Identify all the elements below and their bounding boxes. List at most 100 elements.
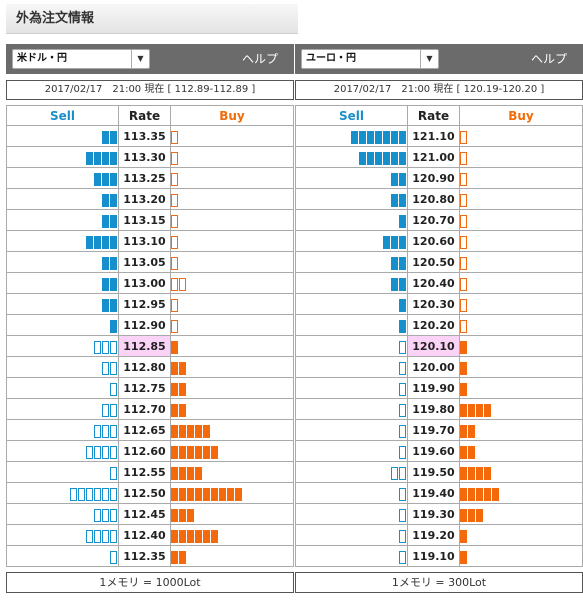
table-row: 112.45	[6, 503, 294, 525]
buy-volume-cell	[459, 398, 583, 420]
buy-volume-block	[460, 340, 467, 354]
rate-cell: 113.00	[118, 272, 171, 294]
buy-volume-block	[203, 445, 210, 459]
currency-pair-select[interactable]: ユーロ・円 ▼	[301, 49, 439, 69]
buy-volume-cell	[170, 146, 294, 168]
currency-pair-select[interactable]: 米ドル・円 ▼	[12, 49, 150, 69]
sell-volume-cell	[295, 230, 408, 252]
sell-volume-cell	[6, 440, 119, 462]
table-row: 112.35	[6, 545, 294, 567]
buy-volume-cell	[170, 356, 294, 378]
help-link[interactable]: ヘルプ	[530, 52, 567, 66]
buy-volume-block	[468, 508, 475, 522]
sell-volume-block	[94, 340, 101, 354]
buy-volume-cell	[170, 461, 294, 483]
sell-volume-cell	[6, 293, 119, 315]
buy-volume-block	[460, 193, 467, 207]
sell-volume-block	[367, 130, 374, 144]
buy-volume-cell	[170, 230, 294, 252]
rate-cell: 119.40	[407, 482, 460, 504]
table-row: 112.40	[6, 524, 294, 546]
buy-volume-block	[171, 256, 178, 270]
rate-cell: 112.80	[118, 356, 171, 378]
sell-volume-block	[102, 445, 109, 459]
table-row: 113.35	[6, 125, 294, 147]
buy-volume-cell	[170, 167, 294, 189]
buy-volume-block	[179, 508, 186, 522]
buy-volume-block	[179, 487, 186, 501]
sell-volume-cell	[295, 398, 408, 420]
sell-volume-cell	[6, 314, 119, 336]
sell-volume-cell	[6, 524, 119, 546]
buy-volume-block	[219, 487, 226, 501]
rate-cell: 112.50	[118, 482, 171, 504]
panel-header: ユーロ・円 ▼ ヘルプ	[295, 44, 583, 74]
buy-volume-block	[484, 403, 491, 417]
help-link[interactable]: ヘルプ	[241, 52, 278, 66]
sell-volume-cell	[6, 545, 119, 567]
buy-volume-cell	[170, 524, 294, 546]
buy-volume-cell	[459, 146, 583, 168]
sell-volume-block	[102, 403, 109, 417]
sell-volume-cell	[295, 146, 408, 168]
sell-volume-block	[94, 235, 101, 249]
sell-volume-block	[102, 193, 109, 207]
sell-volume-block	[102, 529, 109, 543]
buy-volume-block	[468, 466, 475, 480]
buy-volume-block	[171, 529, 178, 543]
current-rate-cell: 112.85	[118, 335, 171, 357]
sell-volume-cell	[6, 230, 119, 252]
sell-volume-block	[391, 466, 398, 480]
buy-volume-cell	[170, 125, 294, 147]
sell-volume-cell	[295, 545, 408, 567]
sell-volume-block	[110, 487, 117, 501]
sell-volume-block	[399, 235, 406, 249]
rate-cell: 112.40	[118, 524, 171, 546]
sell-volume-block	[110, 445, 117, 459]
buy-volume-block	[460, 487, 467, 501]
buy-volume-cell	[459, 419, 583, 441]
sell-volume-block	[110, 382, 117, 396]
sell-volume-block	[94, 529, 101, 543]
currency-pair-label: 米ドル・円	[17, 53, 67, 64]
table-row: 113.10	[6, 230, 294, 252]
sell-volume-cell	[295, 503, 408, 525]
rate-cell: 113.30	[118, 146, 171, 168]
buy-volume-block	[171, 298, 178, 312]
sell-volume-block	[391, 256, 398, 270]
chevron-down-icon[interactable]: ▼	[131, 50, 149, 68]
table-row: 112.55	[6, 461, 294, 483]
buy-volume-cell	[170, 398, 294, 420]
sell-volume-cell	[6, 419, 119, 441]
table-row: 120.60	[295, 230, 583, 252]
rate-cell: 119.90	[407, 377, 460, 399]
sell-volume-block	[399, 298, 406, 312]
sell-volume-cell	[295, 524, 408, 546]
buy-volume-cell	[170, 377, 294, 399]
sell-volume-block	[399, 382, 406, 396]
table-row: 119.10	[295, 545, 583, 567]
buy-volume-block	[195, 424, 202, 438]
buy-volume-block	[179, 550, 186, 564]
rate-cell: 121.10	[407, 125, 460, 147]
buy-volume-cell	[170, 545, 294, 567]
table-row: 112.85	[6, 335, 294, 357]
sell-volume-cell	[295, 461, 408, 483]
table-row: 120.50	[295, 251, 583, 273]
sell-volume-block	[391, 172, 398, 186]
rate-cell: 113.05	[118, 251, 171, 273]
sell-volume-block	[391, 151, 398, 165]
chevron-down-icon[interactable]: ▼	[420, 50, 438, 68]
table-row: 112.80	[6, 356, 294, 378]
sell-volume-cell	[295, 272, 408, 294]
sell-volume-block	[399, 256, 406, 270]
table-row: 120.70	[295, 209, 583, 231]
sell-volume-block	[102, 298, 109, 312]
sell-volume-block	[399, 445, 406, 459]
buy-volume-block	[171, 277, 178, 291]
buy-volume-block	[484, 487, 491, 501]
panel-header: 米ドル・円 ▼ ヘルプ	[6, 44, 294, 74]
sell-volume-cell	[6, 188, 119, 210]
rate-cell: 121.00	[407, 146, 460, 168]
buy-volume-block	[211, 529, 218, 543]
